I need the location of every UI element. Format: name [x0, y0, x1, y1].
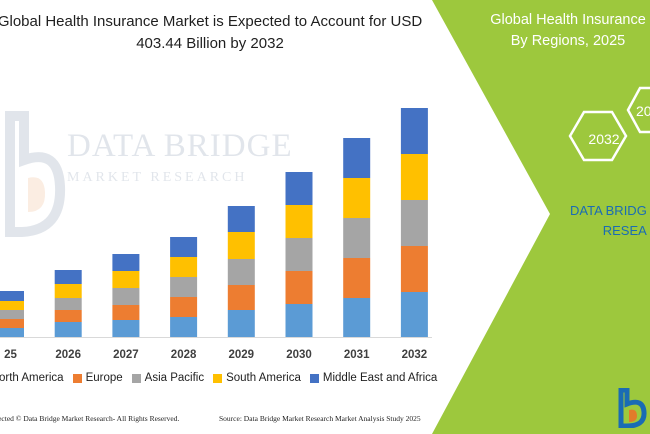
- x-tick-label: 2028: [171, 349, 197, 361]
- x-tick-label: 25: [4, 349, 17, 361]
- legend-swatch: [213, 373, 223, 383]
- bar-segment-2030-3: [285, 205, 313, 238]
- hex-label-2032: 2032: [588, 131, 620, 147]
- panel-title-line-1: Global Health Insurance: [490, 12, 646, 28]
- legend: orth America Europe Asia Pacific South A…: [0, 370, 446, 386]
- bar-segment-25-3: [0, 301, 24, 310]
- bar-segment-2031-1: [343, 258, 371, 298]
- hexagon-shape: [626, 86, 650, 134]
- bar-segment-2026-2: [54, 298, 82, 310]
- watermark-line-2: MARKET RESEARCH: [67, 170, 248, 185]
- bar-segment-2029-1: [227, 285, 255, 310]
- brand-line-2: RESEA: [602, 223, 647, 238]
- chart-title-line-2: 403.44 Billion by 2032: [136, 35, 284, 52]
- hex-label-20: 20: [636, 103, 650, 119]
- bar-segment-2032-1: [400, 246, 428, 292]
- bar-segment-2028-2: [170, 277, 198, 297]
- panel-title: Global Health Insurance By Regions, 2025: [468, 10, 650, 52]
- bar-segment-25-1: [0, 319, 24, 328]
- copyright-note: tected © Data Bridge Market Research- Al…: [0, 414, 180, 423]
- bar-segment-2027-2: [112, 288, 140, 305]
- bar-segment-2029-4: [227, 206, 255, 232]
- x-tick-label: 2027: [113, 349, 139, 361]
- legend-item-middle-east-africa: Middle East and Africa: [309, 372, 438, 384]
- watermark-line-1: DATA BRIDGE: [67, 128, 293, 164]
- bar-segment-2027-4: [112, 254, 140, 271]
- source-note: Source: Data Bridge Market Research Mark…: [219, 414, 421, 423]
- bar-segment-2028-4: [170, 237, 198, 257]
- legend-item-north-america: orth America: [0, 372, 64, 384]
- legend-swatch: [309, 373, 319, 383]
- chart-title: Global Health Insurance Market is Expect…: [0, 11, 430, 55]
- bar-segment-2030-0: [285, 304, 313, 337]
- x-tick-label: 2026: [55, 349, 81, 361]
- bar-segment-25-2: [0, 310, 24, 319]
- bar-segment-2032-2: [400, 200, 428, 246]
- chart-title-line-1: Global Health Insurance Market is Expect…: [0, 13, 423, 30]
- bar-segment-2032-3: [400, 154, 428, 200]
- bar-segment-2031-0: [343, 298, 371, 337]
- bar-segment-2031-2: [343, 218, 371, 258]
- bar-segment-2028-1: [170, 297, 198, 317]
- legend-label: orth America: [0, 372, 64, 384]
- legend-swatch: [131, 373, 141, 383]
- brand-text: DATA BRIDG RESEA: [570, 201, 647, 241]
- bar-segment-2028-3: [170, 257, 198, 277]
- bar-segment-2031-4: [343, 138, 371, 178]
- legend-label: Middle East and Africa: [322, 372, 438, 384]
- bar-segment-2026-0: [54, 322, 82, 337]
- legend-swatch: [72, 373, 82, 383]
- bar-segment-2029-3: [227, 232, 255, 259]
- bar-segment-2026-3: [54, 284, 82, 298]
- bar-segment-2026-4: [54, 270, 82, 284]
- x-tick-label: 2031: [344, 349, 370, 361]
- brand-line-1: DATA BRIDG: [570, 203, 647, 218]
- legend-item-south-america: South America: [213, 372, 301, 384]
- region-panel-background: [432, 0, 650, 434]
- legend-label: South America: [226, 372, 301, 384]
- bar-segment-2028-0: [170, 317, 198, 337]
- bar-segment-25-0: [0, 328, 24, 337]
- bar-segment-2032-0: [400, 292, 428, 337]
- bar-segment-2031-3: [343, 178, 371, 218]
- watermark: DATA BRIDGE MARKET RESEARCH: [0, 108, 292, 278]
- bar-segment-2029-2: [227, 259, 255, 285]
- brand-logo-icon: [618, 388, 647, 428]
- bar-segment-2027-1: [112, 305, 140, 320]
- watermark-logo-icon: [5, 111, 66, 237]
- bar-segment-2032-4: [400, 108, 428, 154]
- hexagon-shape: [568, 110, 628, 162]
- x-tick-label: 2030: [286, 349, 312, 361]
- bar-segment-2030-1: [285, 271, 313, 304]
- bar-segment-2029-0: [227, 310, 255, 337]
- x-tick-label: 2029: [229, 349, 255, 361]
- bar-segment-2026-1: [54, 310, 82, 322]
- legend-item-europe: Europe: [72, 372, 123, 384]
- bar-segment-2027-3: [112, 271, 140, 288]
- legend-label: Europe: [85, 372, 123, 384]
- legend-label: Asia Pacific: [144, 372, 205, 384]
- bar-segment-25-4: [0, 291, 24, 301]
- bar-segment-2030-4: [285, 172, 313, 205]
- bar-segment-2030-2: [285, 238, 313, 271]
- bar-segment-2027-0: [112, 320, 140, 337]
- x-tick-label: 2032: [402, 349, 428, 361]
- legend-item-asia-pacific: Asia Pacific: [131, 372, 205, 384]
- panel-title-line-2: By Regions, 2025: [510, 33, 626, 49]
